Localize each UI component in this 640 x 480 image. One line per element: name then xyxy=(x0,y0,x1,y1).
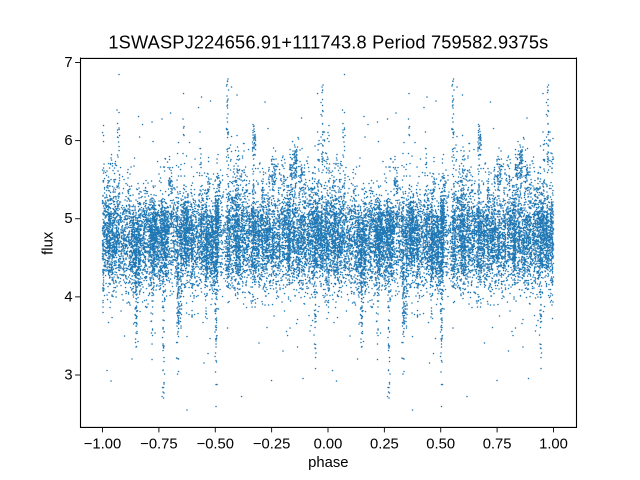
svg-text:−0.75: −0.75 xyxy=(140,436,177,452)
svg-text:0.00: 0.00 xyxy=(314,436,343,452)
svg-text:0.75: 0.75 xyxy=(483,436,512,452)
svg-text:6: 6 xyxy=(64,133,72,149)
svg-text:0.25: 0.25 xyxy=(370,436,399,452)
svg-text:phase: phase xyxy=(308,455,348,471)
svg-text:1.00: 1.00 xyxy=(539,436,568,452)
svg-text:flux: flux xyxy=(40,231,56,255)
svg-text:4: 4 xyxy=(64,289,72,305)
svg-text:−0.50: −0.50 xyxy=(197,436,234,452)
svg-text:0.50: 0.50 xyxy=(426,436,455,452)
svg-text:1SWASPJ224656.91+111743.8 Peri: 1SWASPJ224656.91+111743.8 Period 759582.… xyxy=(108,32,548,52)
svg-text:7: 7 xyxy=(64,55,72,71)
svg-text:5: 5 xyxy=(64,211,72,227)
svg-text:3: 3 xyxy=(64,368,72,384)
svg-text:−1.00: −1.00 xyxy=(84,436,121,452)
svg-text:−0.25: −0.25 xyxy=(253,436,290,452)
